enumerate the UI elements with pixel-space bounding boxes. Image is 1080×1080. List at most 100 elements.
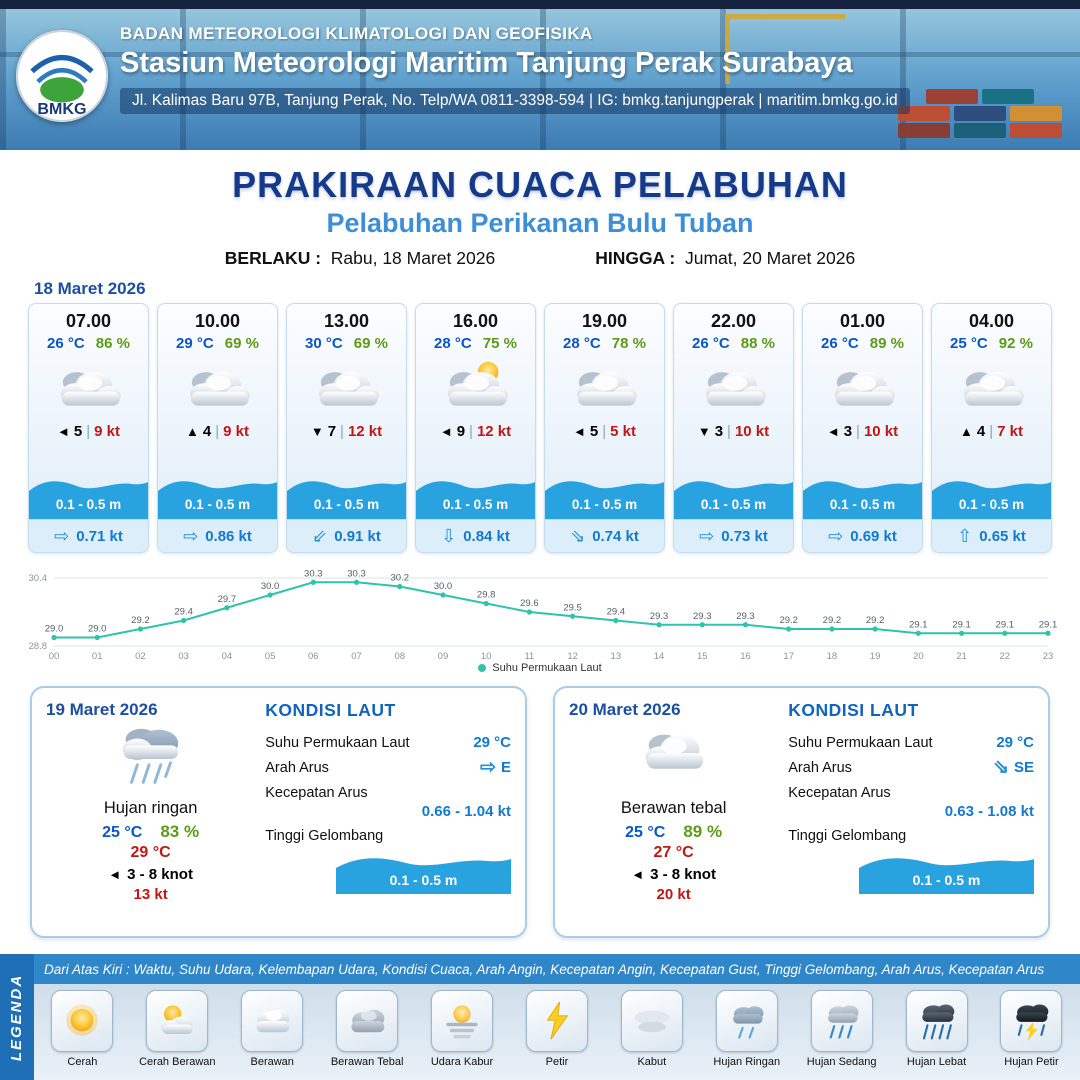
legend-items-row: Cerah Cerah Berawan Berawan Berawan Teba…	[34, 984, 1080, 1080]
svg-text:14: 14	[654, 651, 665, 661]
crane-illustration	[725, 14, 845, 84]
legend-strip: LEGENDA	[0, 954, 34, 1080]
forecast-card: 19.00 28 °C 78 % ◄ 5 | 5 kt 0.1 - 0.5 m ⇘ 0.7…	[544, 303, 665, 553]
wind-row: ▲ 4 | 7 kt	[932, 423, 1051, 440]
forecast-time: 13.00	[323, 311, 370, 331]
air-temperature: 25 °C	[950, 335, 988, 352]
wind-row: ▼ 3 | 10 kt	[674, 423, 793, 440]
current-row: ⇨ 0.69 kt	[803, 519, 922, 552]
svg-text:09: 09	[438, 651, 449, 661]
wave-height-band: 0.1 - 0.5 m	[158, 469, 277, 519]
daily-date: 19 Maret 2026	[46, 700, 158, 719]
sst-label: Suhu Permukaan Laut	[265, 734, 410, 751]
svg-text:28.8: 28.8	[29, 641, 48, 652]
weather-icon-cloudy	[29, 352, 148, 422]
wave-height: 0.1 - 0.5 m	[829, 497, 896, 512]
wave-height-label: Tinggi Gelombang	[788, 828, 907, 844]
svg-text:29.2: 29.2	[779, 615, 798, 626]
wind-direction-icon: ◄	[631, 867, 645, 882]
wind-row: ▲ 4 | 9 kt	[158, 423, 277, 440]
air-temperature: 26 °C	[47, 335, 85, 352]
wave-height-band: 0.1 - 0.5 m	[932, 469, 1051, 519]
wave-height-band: 0.1 - 0.5 m	[545, 469, 664, 519]
svg-text:29.6: 29.6	[520, 598, 539, 609]
daily-forecast-card: 19 Maret 2026 Hujan ringan 25 °C 83 % 29…	[30, 686, 527, 938]
svg-text:03: 03	[178, 651, 189, 661]
svg-text:29.3: 29.3	[650, 611, 669, 622]
forecast-time: 19.00	[581, 311, 628, 331]
weather-icon-cloudy	[287, 352, 406, 422]
sun-cloud-icon	[146, 990, 209, 1052]
svg-text:29.1: 29.1	[1039, 619, 1058, 630]
wave-height: 0.1 - 0.5 m	[184, 497, 251, 512]
weather-icon-thick-cloud	[624, 720, 724, 798]
svg-text:30.0: 30.0	[434, 581, 453, 592]
legend-section: LEGENDA Dari Atas Kiri : Waktu, Suhu Uda…	[0, 954, 1080, 1080]
current-row: ⇧ 0.65 kt	[932, 519, 1051, 552]
valid-from-value: Rabu, 18 Maret 2026	[330, 248, 496, 268]
humidity: 69 %	[353, 335, 388, 352]
wind-row: ▼ 7 | 12 kt	[287, 423, 406, 440]
current-speed-label: Kecepatan Arus	[788, 785, 891, 801]
sst-label: Suhu Permukaan Laut	[788, 734, 933, 751]
svg-text:07: 07	[351, 651, 362, 661]
svg-text:29.1: 29.1	[952, 619, 971, 630]
air-temperature-min: 25 °C	[102, 824, 143, 841]
svg-text:10: 10	[481, 651, 492, 661]
forecast-card: 22.00 26 °C 88 % ▼ 3 | 10 kt 0.1 - 0.5 m ⇨ 0.…	[673, 303, 794, 553]
wave-height: 0.1 - 0.5 m	[442, 497, 509, 512]
air-temperature-max: 29 °C	[130, 844, 171, 861]
header-banner: BMKG BADAN METEOROLOGI KLIMATOLOGI DAN G…	[0, 0, 1080, 150]
sea-conditions-title: KONDISI LAUT	[788, 700, 919, 720]
legend-item: Hujan Sedang	[795, 990, 888, 1068]
gust-speed: 12 kt	[476, 423, 512, 440]
wave-height: 0.1 - 0.5 m	[55, 497, 122, 512]
wind-direction-icon: ◄	[826, 424, 840, 439]
svg-text:05: 05	[265, 651, 276, 661]
current-direction-icon: ⇘	[570, 526, 586, 546]
svg-text:29.1: 29.1	[909, 619, 928, 630]
current-speed: 0.63 - 1.08 kt	[944, 803, 1034, 820]
wind-gust-separator: |	[602, 423, 607, 440]
wave-height: 0.1 - 0.5 m	[571, 497, 638, 512]
wave-height-band: 0.1 - 0.5 m	[674, 469, 793, 519]
gust-speed: 9 kt	[94, 423, 120, 440]
wind-speed: 7	[327, 423, 337, 440]
current-speed: 0.69 kt	[850, 527, 897, 545]
chart-legend-label: Suhu Permukaan Laut	[492, 662, 602, 674]
sea-surface-temperature-chart: 29.0 00 29.0 01 29.2 02 29.4 03 29.7 04 30.0 05 30.3…	[18, 561, 1062, 674]
humidity: 89 %	[683, 822, 723, 841]
legend-item-label: Udara Kabur	[430, 1056, 494, 1068]
legend-item: Hujan Petir	[985, 990, 1078, 1068]
daily-forecast-card: 20 Maret 2026 Berawan tebal 25 °C 89 % 2…	[553, 686, 1050, 938]
gust-speed: 5 kt	[610, 423, 636, 440]
thick-cloud-icon	[336, 990, 399, 1052]
current-row: ⇨ 0.73 kt	[674, 519, 793, 552]
heavy-rain-icon	[905, 990, 968, 1052]
wind-speed: 3 - 8 knot	[127, 866, 193, 883]
wind-direction-icon: ▲	[186, 424, 199, 439]
gust-speed: 10 kt	[863, 423, 899, 440]
legend-item: Hujan Ringan	[700, 990, 793, 1068]
bmkg-logo: BMKG	[16, 30, 108, 122]
wind-direction-icon: ◄	[57, 424, 70, 439]
bmkg-logo-icon: BMKG	[16, 30, 108, 122]
current-row: ⇘ 0.74 kt	[545, 519, 664, 552]
legend-item: Hujan Lebat	[890, 990, 983, 1068]
weather-icon-cloudy	[674, 352, 793, 422]
weather-icon-cloudy	[545, 352, 664, 422]
sst-value: 29 °C	[996, 734, 1034, 751]
wave-height: 0.1 - 0.5 m	[313, 497, 380, 512]
legend-item: Kabut	[605, 990, 698, 1068]
cloud-icon	[241, 990, 304, 1052]
valid-until-value: Jumat, 20 Maret 2026	[684, 248, 856, 268]
haze-icon	[431, 990, 494, 1052]
svg-text:06: 06	[308, 651, 319, 661]
wind-direction-icon: ◄	[439, 424, 453, 439]
org-name: BADAN METEOROLOGI KLIMATOLOGI DAN GEOFIS…	[120, 24, 593, 43]
svg-text:29.0: 29.0	[45, 624, 64, 635]
wind-speed: 3	[714, 423, 724, 440]
daily-date: 20 Maret 2026	[569, 700, 681, 719]
current-speed: 0.91 kt	[334, 527, 381, 545]
svg-text:20: 20	[913, 651, 924, 661]
